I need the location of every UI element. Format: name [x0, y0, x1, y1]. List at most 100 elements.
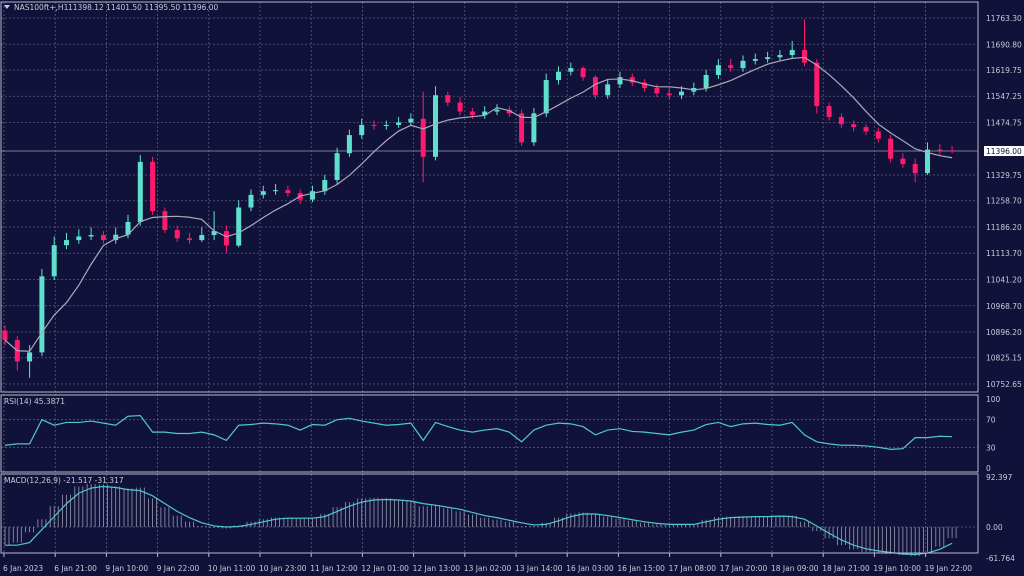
bear-candle [937, 149, 943, 151]
y-tick-label: 10825.15 [986, 354, 1022, 363]
x-tick-label: 12 Jan 01:00 [361, 564, 409, 573]
bull-candle [703, 74, 709, 89]
bull-candle [494, 109, 500, 112]
bull-candle [76, 236, 82, 241]
price-pane[interactable] [2, 19, 955, 378]
bear-candle [949, 150, 955, 152]
current-price-box [984, 146, 1024, 157]
dropdown-triangle-icon[interactable] [4, 5, 10, 9]
bear-candle [187, 238, 192, 241]
macd-signal-line [5, 485, 953, 556]
x-tick-label: 18 Jan 21:00 [822, 564, 870, 573]
x-tick-label: 13 Jan 02:00 [464, 564, 512, 573]
bull-candle [346, 135, 352, 154]
bull-candle [679, 91, 684, 96]
bear-candle [851, 124, 857, 128]
x-tick-label: 10 Jan 23:00 [259, 564, 307, 573]
x-tick-label: 6 Jan 2023 [3, 564, 43, 573]
bull-candle [752, 59, 758, 61]
bull-candle [617, 77, 623, 85]
macd-pane[interactable] [0, 483, 957, 557]
ohlc-readout: 11398.12 11401.50 11395.50 11396.00 [68, 3, 219, 12]
bull-candle [125, 221, 131, 235]
bull-candle [482, 111, 488, 116]
bull-candle [211, 231, 217, 236]
bear-candle [642, 82, 648, 89]
x-tick-label: 17 Jan 08:00 [669, 564, 717, 573]
macd-tick-label: 0.00 [986, 523, 1003, 532]
bear-candle [2, 330, 8, 341]
bull-candle [27, 352, 33, 362]
bull-candle [925, 149, 930, 174]
bull-candle [543, 80, 549, 114]
bear-candle [469, 111, 475, 116]
y-tick-label: 11041.20 [986, 276, 1022, 285]
x-tick-label: 16 Jan 15:00 [617, 564, 665, 573]
y-tick-label: 10752.65 [986, 380, 1022, 389]
bull-candle [789, 49, 795, 56]
bear-candle [826, 106, 832, 117]
bear-candle [506, 109, 512, 114]
bear-candle [420, 118, 426, 157]
bear-candle [629, 77, 635, 83]
rsi-title: RSI(14) 45.3871 [4, 397, 65, 406]
bear-candle [875, 131, 881, 139]
y-tick-label: 11186.20 [986, 223, 1022, 232]
bull-candle [740, 60, 746, 69]
bull-candle [777, 55, 783, 58]
bear-candle [162, 211, 168, 230]
bull-candle [260, 191, 266, 195]
bear-candle [150, 161, 156, 212]
bull-candle [408, 118, 414, 123]
x-tick-label: 13 Jan 14:00 [515, 564, 563, 573]
bear-candle [519, 113, 525, 143]
y-tick-label: 11474.75 [986, 118, 1022, 127]
x-tick-label: 19 Jan 10:00 [873, 564, 921, 573]
rsi-line [4, 414, 953, 450]
bull-candle [64, 240, 69, 246]
macd-tick-label: 92.397 [986, 473, 1012, 482]
bear-candle [445, 95, 451, 103]
x-tick-label: 16 Jan 03:00 [566, 564, 614, 573]
x-tick-label: 11 Jan 12:00 [310, 564, 358, 573]
x-tick-label: 9 Jan 22:00 [157, 564, 200, 573]
bear-candle [592, 77, 598, 96]
bear-candle [654, 88, 660, 94]
bull-candle [88, 235, 94, 237]
y-tick-label: 11619.75 [986, 66, 1022, 75]
grid [1, 2, 978, 553]
bear-candle [888, 138, 894, 159]
bull-candle [310, 191, 315, 200]
y-tick-label: 11329.75 [986, 171, 1022, 180]
bull-candle [137, 161, 143, 222]
rsi-pane[interactable] [4, 414, 953, 450]
bull-candle [765, 57, 771, 60]
x-tick-label: 10 Jan 11:00 [208, 564, 256, 573]
rsi-tick-label: 0 [986, 464, 991, 473]
bull-candle [248, 194, 254, 208]
rsi-tick-label: 70 [986, 416, 996, 425]
y-tick-label: 11690.80 [986, 40, 1022, 49]
bull-candle [433, 95, 438, 157]
bull-candle [568, 68, 574, 72]
bear-candle [371, 124, 377, 126]
bear-candle [863, 127, 869, 132]
bear-candle [666, 93, 672, 96]
bear-candle [814, 62, 820, 107]
bull-candle [605, 84, 611, 96]
y-tick-label: 11258.70 [986, 197, 1022, 206]
bear-candle [728, 65, 734, 69]
bull-candle [39, 276, 45, 353]
x-tick-label: 9 Jan 10:00 [105, 564, 148, 573]
bear-candle [580, 68, 586, 78]
bear-candle [457, 102, 463, 112]
bull-candle [322, 179, 328, 192]
bull-candle [715, 65, 721, 75]
bear-candle [100, 235, 106, 241]
y-tick-label: 11547.25 [986, 92, 1022, 101]
bull-candle [273, 190, 279, 192]
pane-frame [0, 1, 979, 393]
y-tick-label: 10896.20 [986, 328, 1022, 337]
x-tick-label: 18 Jan 09:00 [771, 564, 819, 573]
